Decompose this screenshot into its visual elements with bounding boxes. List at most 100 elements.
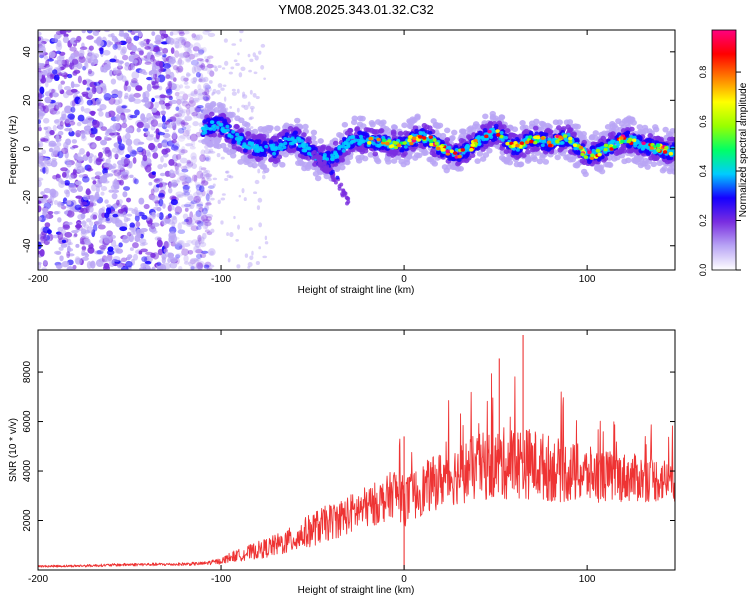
heatmap-cell [104,212,110,219]
heatmap-cell [176,103,182,112]
heatmap-cell [197,260,205,268]
heatmap-cell [376,146,382,151]
heatmap-cell [182,30,190,35]
heatmap-cell [195,189,203,195]
heatmap-cell [174,44,183,49]
heatmap-cell [76,121,82,127]
heatmap-cell [487,129,492,134]
heatmap-cell [165,95,173,99]
heatmap-cell [154,95,161,99]
heatmap-cell [159,94,167,99]
heatmap-cell [117,208,125,214]
heatmap-cell [135,221,141,228]
heatmap-cell [125,154,131,159]
heatmap-cell [188,53,196,60]
heatmap-cell [217,65,222,69]
heatmap-cell [203,96,210,101]
heatmap-cell [38,31,42,36]
heatmap-cell [69,46,77,52]
heatmap-cell [38,205,42,213]
heatmap-cell [146,52,151,60]
heatmap-cell [175,67,182,72]
heatmap-cell [338,132,345,139]
heatmap-cell [325,145,332,151]
heatmap-cell [155,46,163,52]
heatmap-cell [279,161,286,168]
heatmap-cell [235,62,240,66]
heatmap-cell [95,98,102,106]
heatmap-cell [619,136,624,140]
heatmap-cell [435,132,442,139]
heatmap-cell [38,36,42,42]
heatmap-cell [143,103,151,107]
heatmap-cell [42,117,50,124]
heatmap-cell [432,138,437,142]
heatmap-cell [193,34,201,41]
heatmap-cell [262,255,268,259]
heatmap-cell [151,97,155,103]
heatmap-cell [173,240,178,248]
heatmap-cell [118,143,125,151]
heatmap-cell [75,243,80,248]
heatmap-cell [220,197,226,201]
heatmap-cell [84,240,92,246]
heatmap-cell [625,157,632,164]
heatmap-cell [286,137,291,142]
heatmap-cell [171,181,178,188]
heatmap-cell [140,163,145,168]
heatmap-cell [580,134,587,141]
heatmap-cell [296,136,301,141]
heatmap-cell [76,165,85,174]
heatmap-cell [184,202,193,210]
heatmap-cell [121,105,127,109]
heatmap-cell [633,144,638,148]
heatmap-cell [326,160,332,165]
heatmap-cell [371,129,378,135]
heatmap-cell [268,156,275,162]
heatmap-cell [81,256,89,261]
heatmap-cell [89,52,95,56]
heatmap-cell [231,88,236,92]
heatmap-cell [50,160,58,168]
heatmap-cell [136,127,141,133]
heatmap-cell [181,248,190,256]
heatmap-cell [387,139,392,143]
heatmap-cell [378,143,383,147]
heatmap-cell [422,149,429,156]
heatmap-cell [101,206,106,212]
heatmap-cell [200,236,205,245]
heatmap-cell [609,120,616,127]
heatmap-cell [427,130,433,136]
heatmap-cell [84,229,90,234]
heatmap-cell [66,210,75,218]
heatmap-cell [41,69,48,76]
heatmap-cell [540,136,545,140]
heatmap-cell [583,155,589,159]
heatmap-cell [193,53,201,57]
heatmap-cell [68,174,74,180]
heatmap-cell [73,154,79,159]
heatmap-cell [144,260,152,265]
heatmap-cell [115,90,123,95]
heatmap-cell [55,30,63,35]
heatmap-cell [103,235,111,244]
heatmap-cell [177,172,186,178]
heatmap-cell [194,105,201,113]
heatmap-cell [202,91,208,96]
heatmap-cell [119,163,125,171]
heatmap-cell [530,154,537,160]
heatmap-cell [248,227,253,231]
heatmap-cell [170,145,179,151]
heatmap-cell [66,245,71,254]
heatmap-cell [430,147,437,153]
heatmap-cell [57,130,64,136]
heatmap-cell [590,153,595,158]
heatmap-cell [162,47,169,54]
heatmap-cell [185,177,193,184]
heatmap-cell [223,96,227,102]
heatmap-cell [180,120,186,128]
heatmap-cell [93,53,100,59]
heatmap-cell [193,198,199,205]
heatmap-cell [45,59,50,67]
